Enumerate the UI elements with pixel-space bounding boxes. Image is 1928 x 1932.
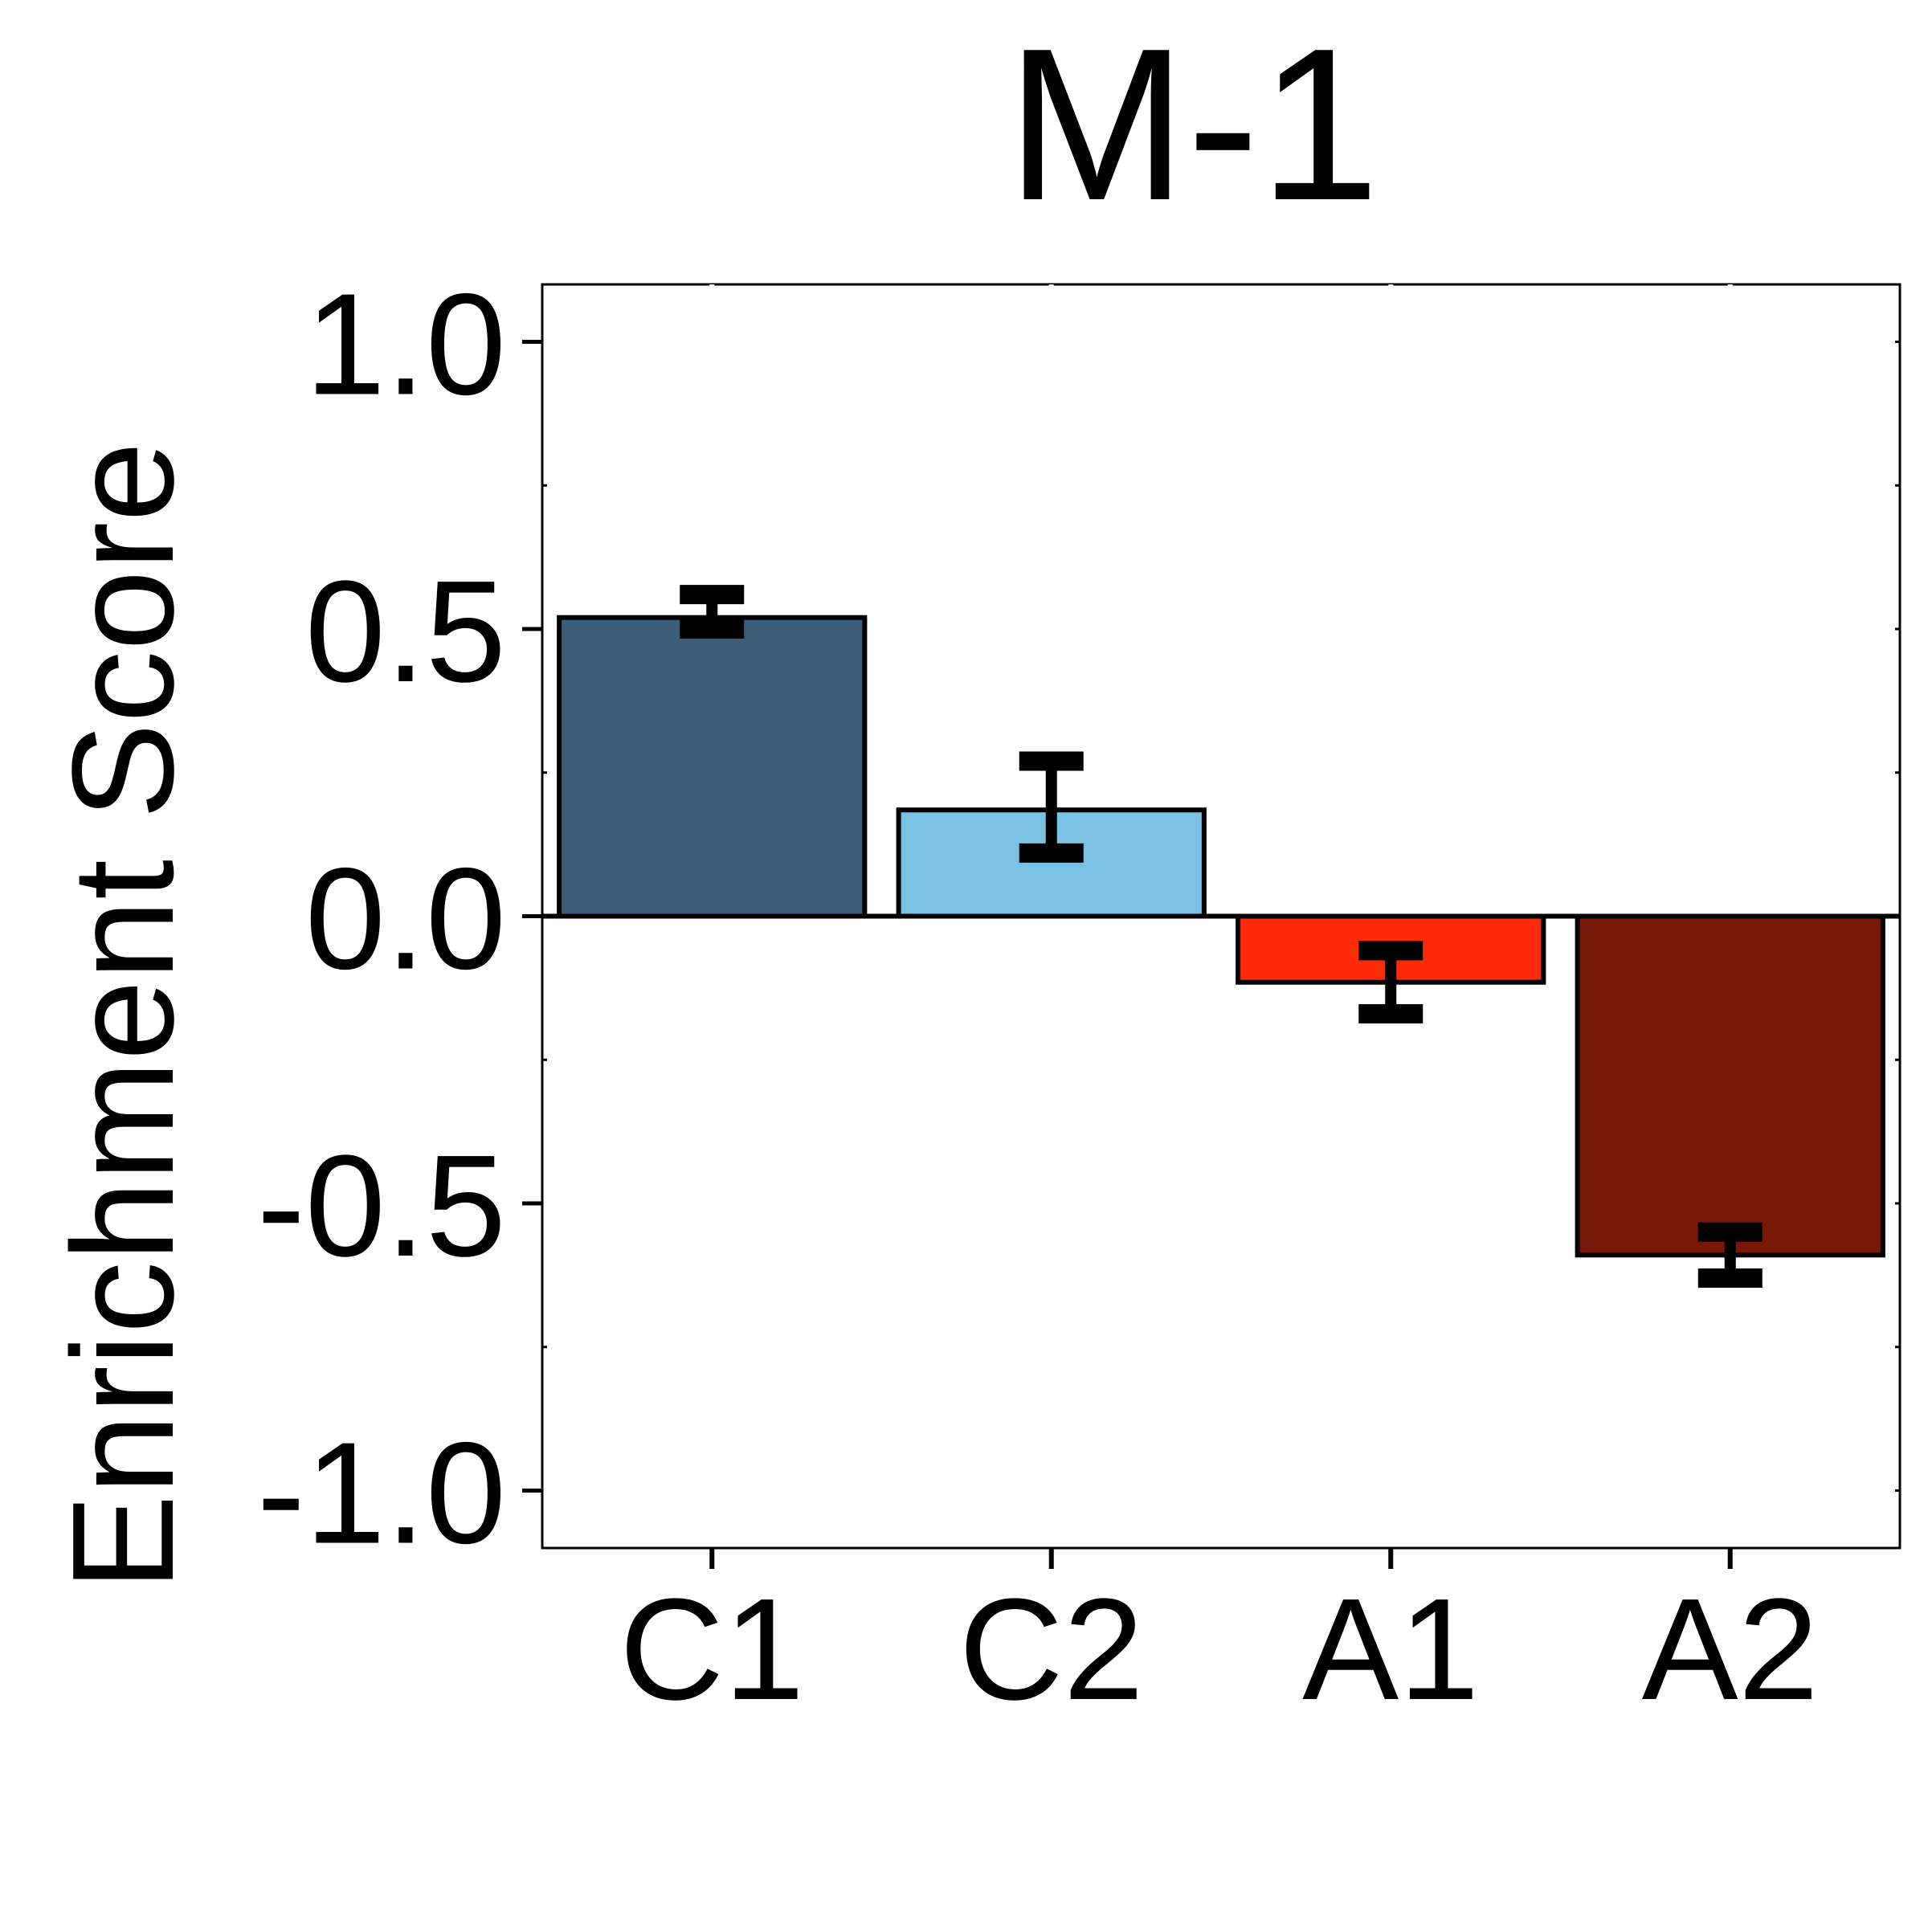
bar-c1 bbox=[557, 615, 868, 919]
y-axis-label: Enrichment Score bbox=[43, 442, 204, 1591]
y-tick-label: -0.5 bbox=[257, 1125, 506, 1287]
y-tick-label: 1.0 bbox=[305, 264, 506, 426]
y-tick-label: 0.0 bbox=[305, 839, 506, 1000]
x-tick-label: C2 bbox=[959, 1569, 1144, 1730]
x-tick-label: A1 bbox=[1302, 1569, 1479, 1730]
chart-title: M-1 bbox=[1007, 4, 1380, 246]
plot-area: 1.0 0.5 0.0 -0.5 -1.0 C1 C2 A1 A2 bbox=[257, 264, 1901, 1730]
y-tick-label: -1.0 bbox=[257, 1413, 506, 1575]
x-tick-label: A2 bbox=[1642, 1569, 1819, 1730]
y-tick-label: 0.5 bbox=[305, 551, 506, 713]
bar-a2 bbox=[1575, 913, 1885, 1258]
x-tick-label: C1 bbox=[619, 1569, 804, 1730]
